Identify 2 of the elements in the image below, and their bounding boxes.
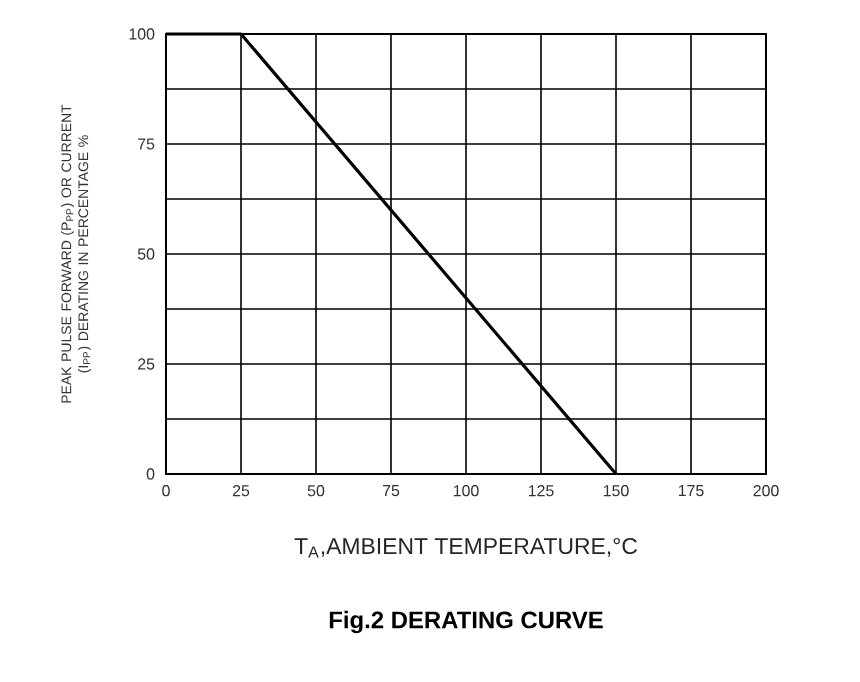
text: Fig.2 DERATING CURVE <box>329 610 603 634</box>
x-axis-title: T$_{A}$,AMBIENT TEMPERATURE,°C <box>294 537 638 558</box>
